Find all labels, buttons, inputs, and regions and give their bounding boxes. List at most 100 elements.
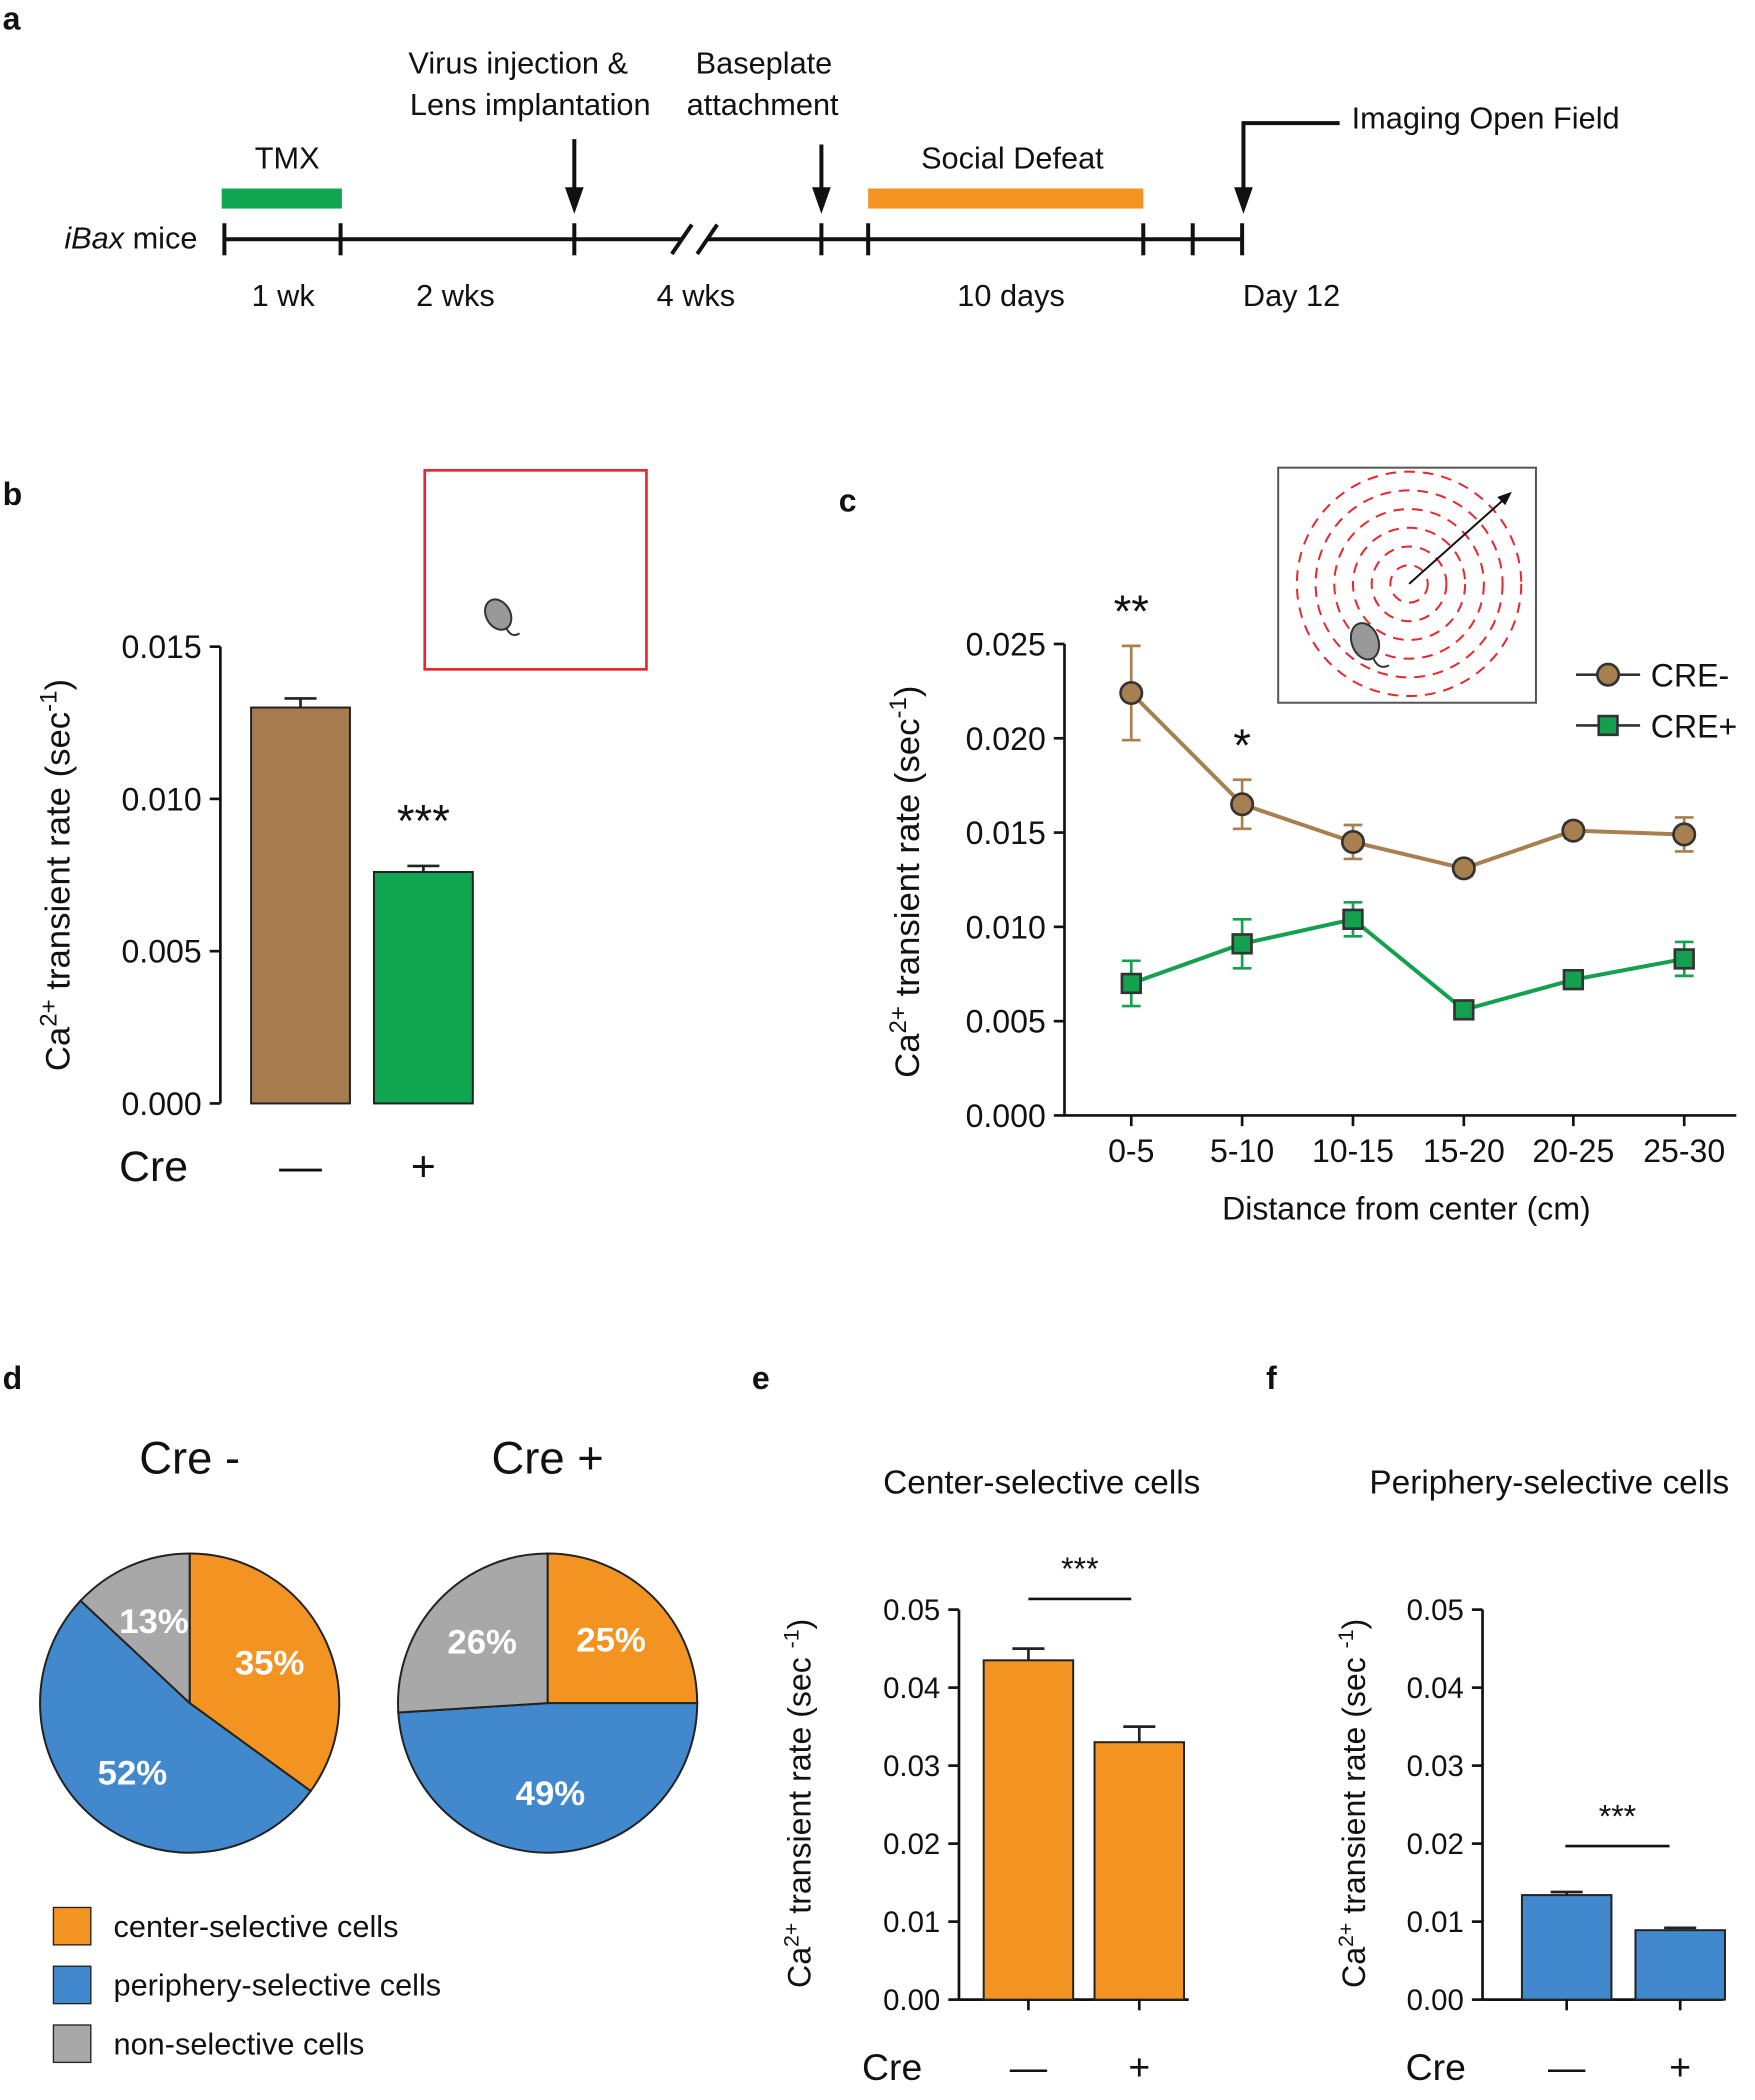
y-label-part: 2+ xyxy=(780,1923,804,1947)
marker xyxy=(1673,948,1695,970)
annotation: *** xyxy=(1061,1551,1098,1587)
marker xyxy=(1451,856,1476,881)
panel-label: c xyxy=(839,483,857,519)
series-line xyxy=(1130,917,1685,1013)
inset-b xyxy=(423,469,648,671)
duration-label: 1 wk xyxy=(252,278,316,313)
event-label: Lens implantation xyxy=(410,87,651,122)
treatment-label: TMX xyxy=(255,140,320,175)
annotation: *** xyxy=(1599,1798,1636,1834)
y-label-part: Ca xyxy=(889,1033,927,1078)
bar xyxy=(1634,1929,1726,2001)
y-axis-label: Ca2+ transient rate (sec -1) xyxy=(780,1619,818,1988)
x-tick-label: 15-20 xyxy=(1423,1133,1505,1169)
treatment-bar xyxy=(868,188,1144,209)
treatment-bar xyxy=(221,188,342,209)
legend-label: periphery-selective cells xyxy=(114,1968,442,2003)
y-label-part: 2+ xyxy=(884,1006,911,1033)
y-tick-label: 0.05 xyxy=(883,1594,940,1627)
y-tick-label: 0.010 xyxy=(966,909,1046,945)
error-bar xyxy=(1664,1926,1697,1931)
pie-slice xyxy=(39,1599,313,1854)
pie-slice xyxy=(188,1552,341,1793)
event-label: Baseplate xyxy=(696,46,833,81)
y-tick-label: 0.015 xyxy=(121,629,201,665)
inset-c xyxy=(1277,466,1537,704)
x-tick-label: + xyxy=(1128,2046,1150,2088)
bar xyxy=(1520,1894,1613,2001)
legend-marker xyxy=(1596,662,1621,687)
chart-title: Periphery-selective cells xyxy=(1369,1464,1729,1501)
bar xyxy=(250,706,351,1105)
pie-title: Cre + xyxy=(491,1432,603,1483)
panel-label: d xyxy=(3,1360,23,1396)
y-label-part: transient rate (sec xyxy=(782,1648,818,1922)
subject-italic: iBax xyxy=(64,221,125,256)
break-mark xyxy=(695,223,719,256)
duration-label: 10 days xyxy=(957,278,1065,313)
annotation: *** xyxy=(397,796,450,847)
annotation: ** xyxy=(1114,586,1149,637)
marker xyxy=(1119,680,1144,706)
marker xyxy=(1562,968,1585,991)
y-label-part: transient rate (sec xyxy=(39,712,77,1000)
panel-label: b xyxy=(3,476,23,512)
legend-swatch xyxy=(52,2024,92,2064)
x-axis-label: Cre xyxy=(119,1143,188,1191)
y-tick-label: 0.02 xyxy=(883,1828,940,1861)
x-axis-label: Cre xyxy=(862,2046,922,2088)
y-label-part: ) xyxy=(39,679,77,691)
x-tick-label: 25-30 xyxy=(1643,1133,1725,1169)
pie-slice xyxy=(546,1552,699,1705)
slice-label: 25% xyxy=(576,1622,645,1660)
x-tick-label: 0-5 xyxy=(1108,1133,1154,1169)
y-axis-label: Ca2+ transient rate (sec-1) xyxy=(884,686,927,1078)
timeline-ticks xyxy=(222,223,1245,256)
timeline: a iBax mice TMX Social Defeat Virus inje… xyxy=(3,1,1620,313)
pie-title: Cre - xyxy=(139,1432,240,1483)
x-tick-label: — xyxy=(279,1143,322,1191)
x-tick-label: — xyxy=(1548,2046,1586,2088)
error-bar xyxy=(1123,1725,1156,1743)
marker xyxy=(1231,933,1253,955)
slice-label: 49% xyxy=(516,1775,585,1813)
arrows xyxy=(572,121,1340,194)
marker xyxy=(1672,822,1697,847)
legend-label: CRE- xyxy=(1651,658,1729,694)
y-label-part: -1 xyxy=(1334,1629,1358,1648)
y-tick-label: 0.015 xyxy=(966,815,1046,851)
chart-title: Center-selective cells xyxy=(883,1464,1200,1501)
marker xyxy=(1342,908,1364,930)
arrowheads xyxy=(564,187,1253,214)
bar xyxy=(982,1659,1075,2001)
y-tick-label: 0.000 xyxy=(966,1098,1046,1134)
marker xyxy=(1561,818,1586,843)
legend-swatch xyxy=(52,1965,92,2005)
x-tick-label: — xyxy=(1010,2046,1048,2088)
slice-label: 13% xyxy=(119,1603,188,1641)
event-label: Imaging Open Field xyxy=(1352,100,1620,135)
error-bar xyxy=(407,864,440,872)
y-label-part: Ca xyxy=(1336,1947,1372,1988)
subject: iBax mice xyxy=(64,221,197,256)
y-label-part: 2+ xyxy=(35,999,62,1026)
treatment-label: Social Defeat xyxy=(921,140,1104,175)
subject-rest: mice xyxy=(133,221,198,256)
duration-label: Day 12 xyxy=(1243,278,1340,313)
x-tick-label: + xyxy=(411,1143,436,1191)
legend-swatch xyxy=(52,1906,92,1946)
y-axis-label: Ca2+ transient rate (sec-1) xyxy=(35,679,78,1071)
y-tick-label: 0.03 xyxy=(883,1750,940,1783)
y-label-part: Ca xyxy=(782,1947,818,1988)
error-bar xyxy=(1550,1890,1583,1896)
pie-slice xyxy=(397,1702,699,1854)
panel-label: a xyxy=(3,1,22,37)
bar xyxy=(1093,1741,1186,2001)
slice-label: 52% xyxy=(98,1754,167,1792)
y-tick-label: 0.005 xyxy=(966,1004,1046,1040)
y-label-part: -1 xyxy=(780,1629,804,1648)
y-axis-label: Ca2+ transient rate (sec -1) xyxy=(1334,1619,1372,1988)
marker xyxy=(1340,829,1365,855)
panel-label: f xyxy=(1266,1360,1277,1396)
